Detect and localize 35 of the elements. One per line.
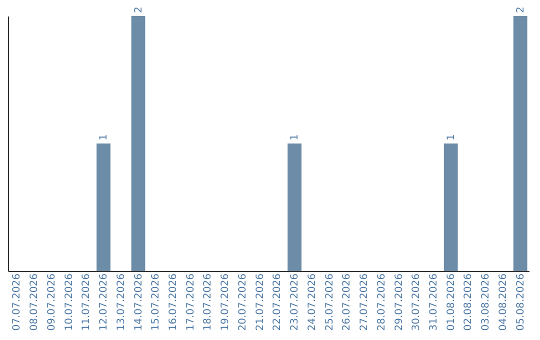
x-tick-label: 15.07.2026 xyxy=(150,274,162,331)
data-label: 1 xyxy=(290,134,301,140)
data-label: 1 xyxy=(446,134,457,140)
x-tick-label: 28.07.2026 xyxy=(376,274,388,331)
data-label: 2 xyxy=(133,6,144,13)
x-tick-label: 07.07.2026 xyxy=(12,274,23,331)
x-tick-label: 12.07.2026 xyxy=(98,274,110,331)
x-tick-label: 14.07.2026 xyxy=(133,274,144,331)
x-tick-label: 23.07.2026 xyxy=(290,274,301,331)
x-tick-label: 24.07.2026 xyxy=(306,274,318,331)
x-tick-label: 11.07.2026 xyxy=(81,274,92,331)
x-tick-label: 31.07.2026 xyxy=(428,274,440,331)
x-tick-label: 02.08.2026 xyxy=(463,274,474,331)
x-tick-label: 13.07.2026 xyxy=(116,274,127,331)
x-tick-label: 18.07.2026 xyxy=(202,274,214,331)
x-tick-label: 01.08.2026 xyxy=(446,274,457,331)
data-label: 1 xyxy=(98,134,110,140)
x-tick-label: 09.07.2026 xyxy=(46,274,58,331)
x-tick-label: 21.07.2026 xyxy=(254,274,266,331)
x-tick-label: 16.07.2026 xyxy=(168,274,179,331)
x-tick-label: 17.07.2026 xyxy=(185,274,196,331)
x-tick-label: 04.08.2026 xyxy=(498,274,509,331)
x-tick-label: 25.07.2026 xyxy=(324,274,336,331)
x-tick-label: 19.07.2026 xyxy=(220,274,232,331)
data-label: 2 xyxy=(515,6,526,13)
x-tick-label: 03.08.2026 xyxy=(480,274,492,331)
x-tick-label: 10.07.2026 xyxy=(64,274,75,331)
x-tick-label: 20.07.2026 xyxy=(237,274,248,331)
x-tick-label: 26.07.2026 xyxy=(342,274,353,331)
x-tick-label: 30.07.2026 xyxy=(411,274,422,331)
x-tick-label: 22.07.2026 xyxy=(272,274,284,331)
x-tick-label: 05.08.2026 xyxy=(515,274,526,331)
x-tick-label: 29.07.2026 xyxy=(394,274,405,331)
x-tick-label: 27.07.2026 xyxy=(359,274,370,331)
x-tick-label: 08.07.2026 xyxy=(29,274,40,331)
